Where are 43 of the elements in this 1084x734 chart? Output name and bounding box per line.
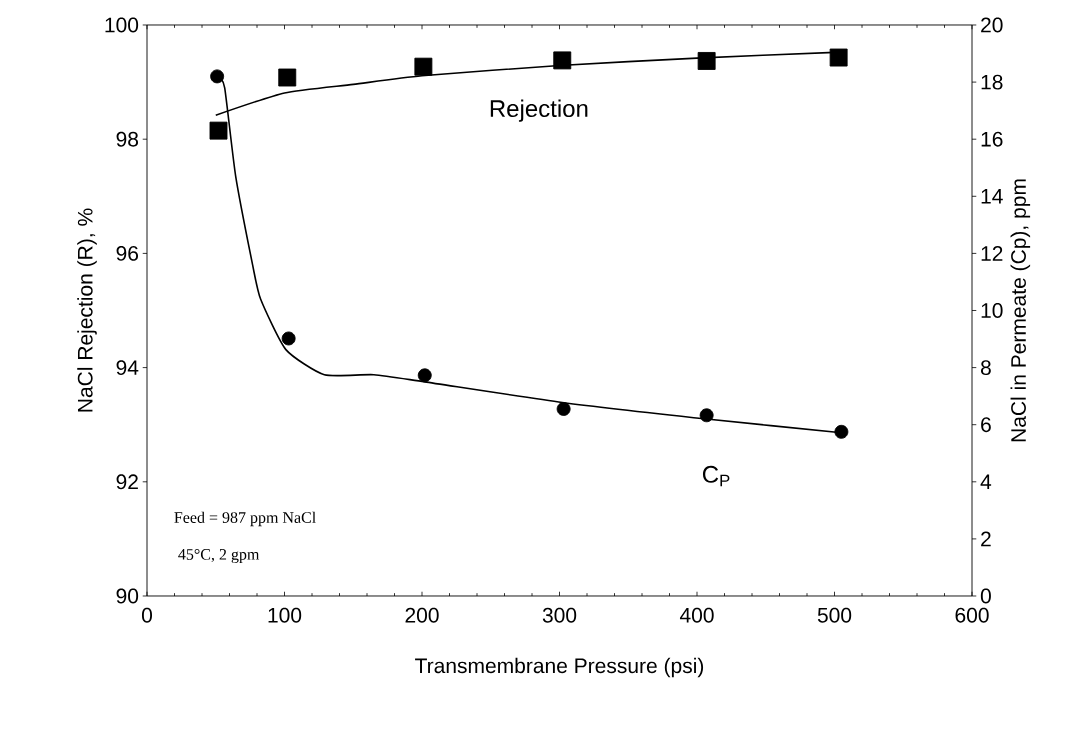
point (699, 408, 714, 423)
x-tick-label: 100 (268, 607, 302, 623)
annotation: C$_{P}$ (702, 465, 730, 487)
annotation: 45°C, 2 gpm (178, 548, 260, 564)
point (697, 52, 716, 70)
point (829, 48, 848, 67)
y2-tick-label: 16 (981, 131, 1003, 147)
y2-tick-label: 4 (980, 474, 992, 490)
x-tick-label: 300 (542, 607, 577, 623)
point (417, 368, 432, 383)
y-axis-title: NaCl Rejection (R), % (77, 208, 97, 412)
y2-axis-title: NaCl in Permeate (Cp), ppm (1010, 179, 1031, 442)
y2-tick-label: 18 (981, 74, 1003, 90)
y2-tick-label: 14 (981, 189, 1003, 204)
x-tick-label: 600 (955, 607, 989, 623)
y-tick-label: 92 (116, 474, 138, 490)
point (210, 69, 225, 84)
point (834, 424, 849, 439)
y-tick-label: 100 (105, 17, 139, 33)
point (414, 57, 433, 76)
annotation: Rejection (490, 99, 588, 122)
y-tick-label: 94 (116, 360, 139, 376)
y2-tick-label: 8 (980, 360, 991, 376)
y2-tick-label: 0 (980, 588, 991, 604)
x-axis-title: Transmembrane Pressure (psi) (415, 657, 704, 678)
y2-tick-label: 2 (981, 531, 991, 547)
y-tick-label: 96 (116, 245, 139, 261)
y2-tick-label: 20 (981, 17, 1003, 33)
point (556, 402, 571, 416)
x-tick-label: 200 (405, 607, 439, 623)
point (278, 68, 297, 87)
y2-tick-label: 10 (981, 303, 1003, 318)
x-tick-label: 400 (679, 607, 714, 623)
point (553, 51, 572, 70)
x-tick-label: 0 (141, 607, 153, 623)
y-tick-label: 98 (116, 131, 139, 147)
point (209, 121, 228, 140)
y-tick-label: 90 (116, 588, 139, 604)
y2-tick-label: 12 (981, 246, 1003, 261)
y2-tick-label: 6 (981, 417, 991, 433)
x-tick-label: 500 (817, 607, 852, 623)
point (281, 331, 296, 346)
annotation: Feed = 987 ppm NaCl (174, 511, 316, 527)
